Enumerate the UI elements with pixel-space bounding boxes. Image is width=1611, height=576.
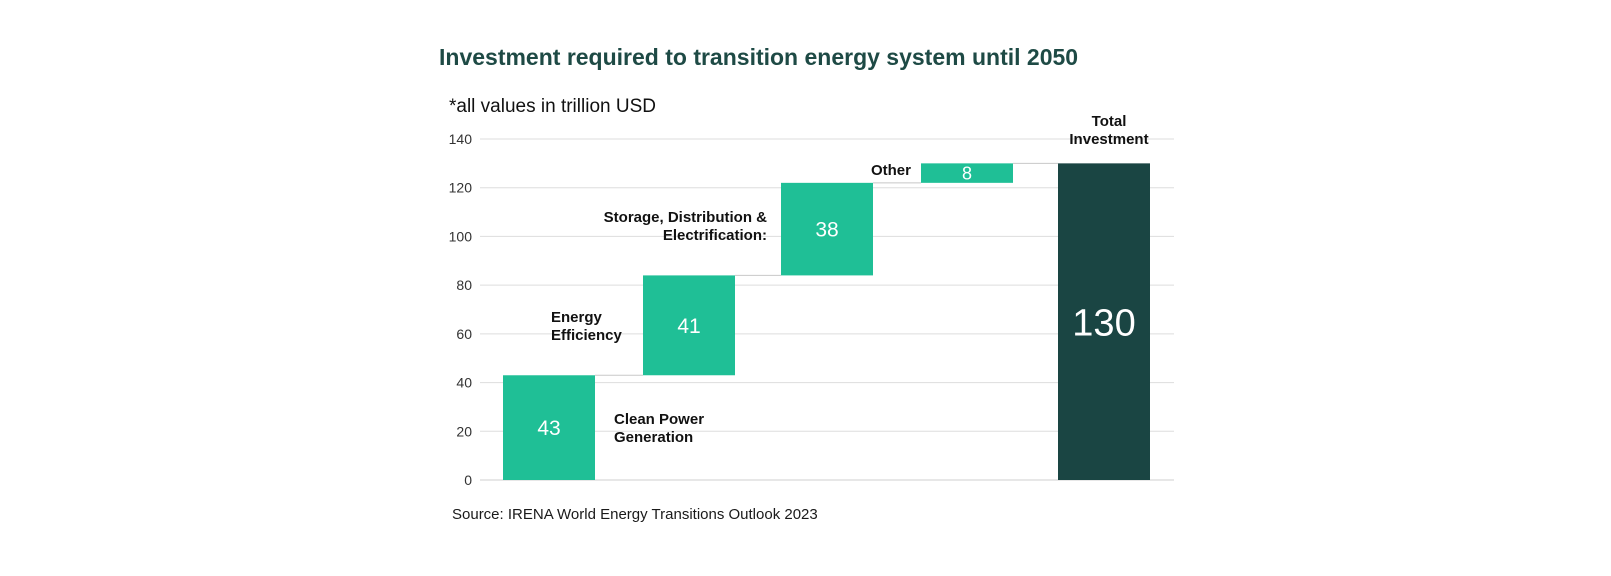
category-label: Clean Power <box>614 411 704 428</box>
bar <box>1058 163 1150 480</box>
category-label: Electrification: <box>663 227 767 244</box>
category-label: Total <box>1092 113 1127 130</box>
bar-value-label: 43 <box>537 417 560 440</box>
bar-value-label: 41 <box>677 315 700 338</box>
y-tick-label: 120 <box>449 180 473 196</box>
category-label: Generation <box>614 429 693 446</box>
bar <box>921 163 1013 183</box>
y-tick-label: 140 <box>449 131 473 147</box>
bar-value-label: 8 <box>962 164 972 184</box>
chart-source: Source: IRENA World Energy Transitions O… <box>452 506 818 523</box>
chart-title: Investment required to transition energy… <box>439 44 1079 70</box>
category-label: Efficiency <box>551 327 623 344</box>
bar <box>643 275 735 376</box>
y-tick-label: 20 <box>456 423 472 439</box>
y-tick-label: 0 <box>464 472 472 488</box>
category-label: Energy <box>551 309 603 326</box>
bar-value-label: 130 <box>1072 302 1135 344</box>
category-label: Storage, Distribution & <box>604 209 768 226</box>
y-tick-label: 60 <box>456 326 472 342</box>
y-tick-label: 80 <box>456 277 472 293</box>
bar <box>781 182 873 276</box>
bar <box>503 375 595 480</box>
bar-value-label: 38 <box>815 219 838 242</box>
y-tick-label: 40 <box>456 375 472 391</box>
chart-subtitle: *all values in trillion USD <box>449 96 656 117</box>
category-label: Other <box>871 162 911 179</box>
category-label: Investment <box>1069 131 1148 148</box>
y-tick-label: 100 <box>449 228 473 244</box>
